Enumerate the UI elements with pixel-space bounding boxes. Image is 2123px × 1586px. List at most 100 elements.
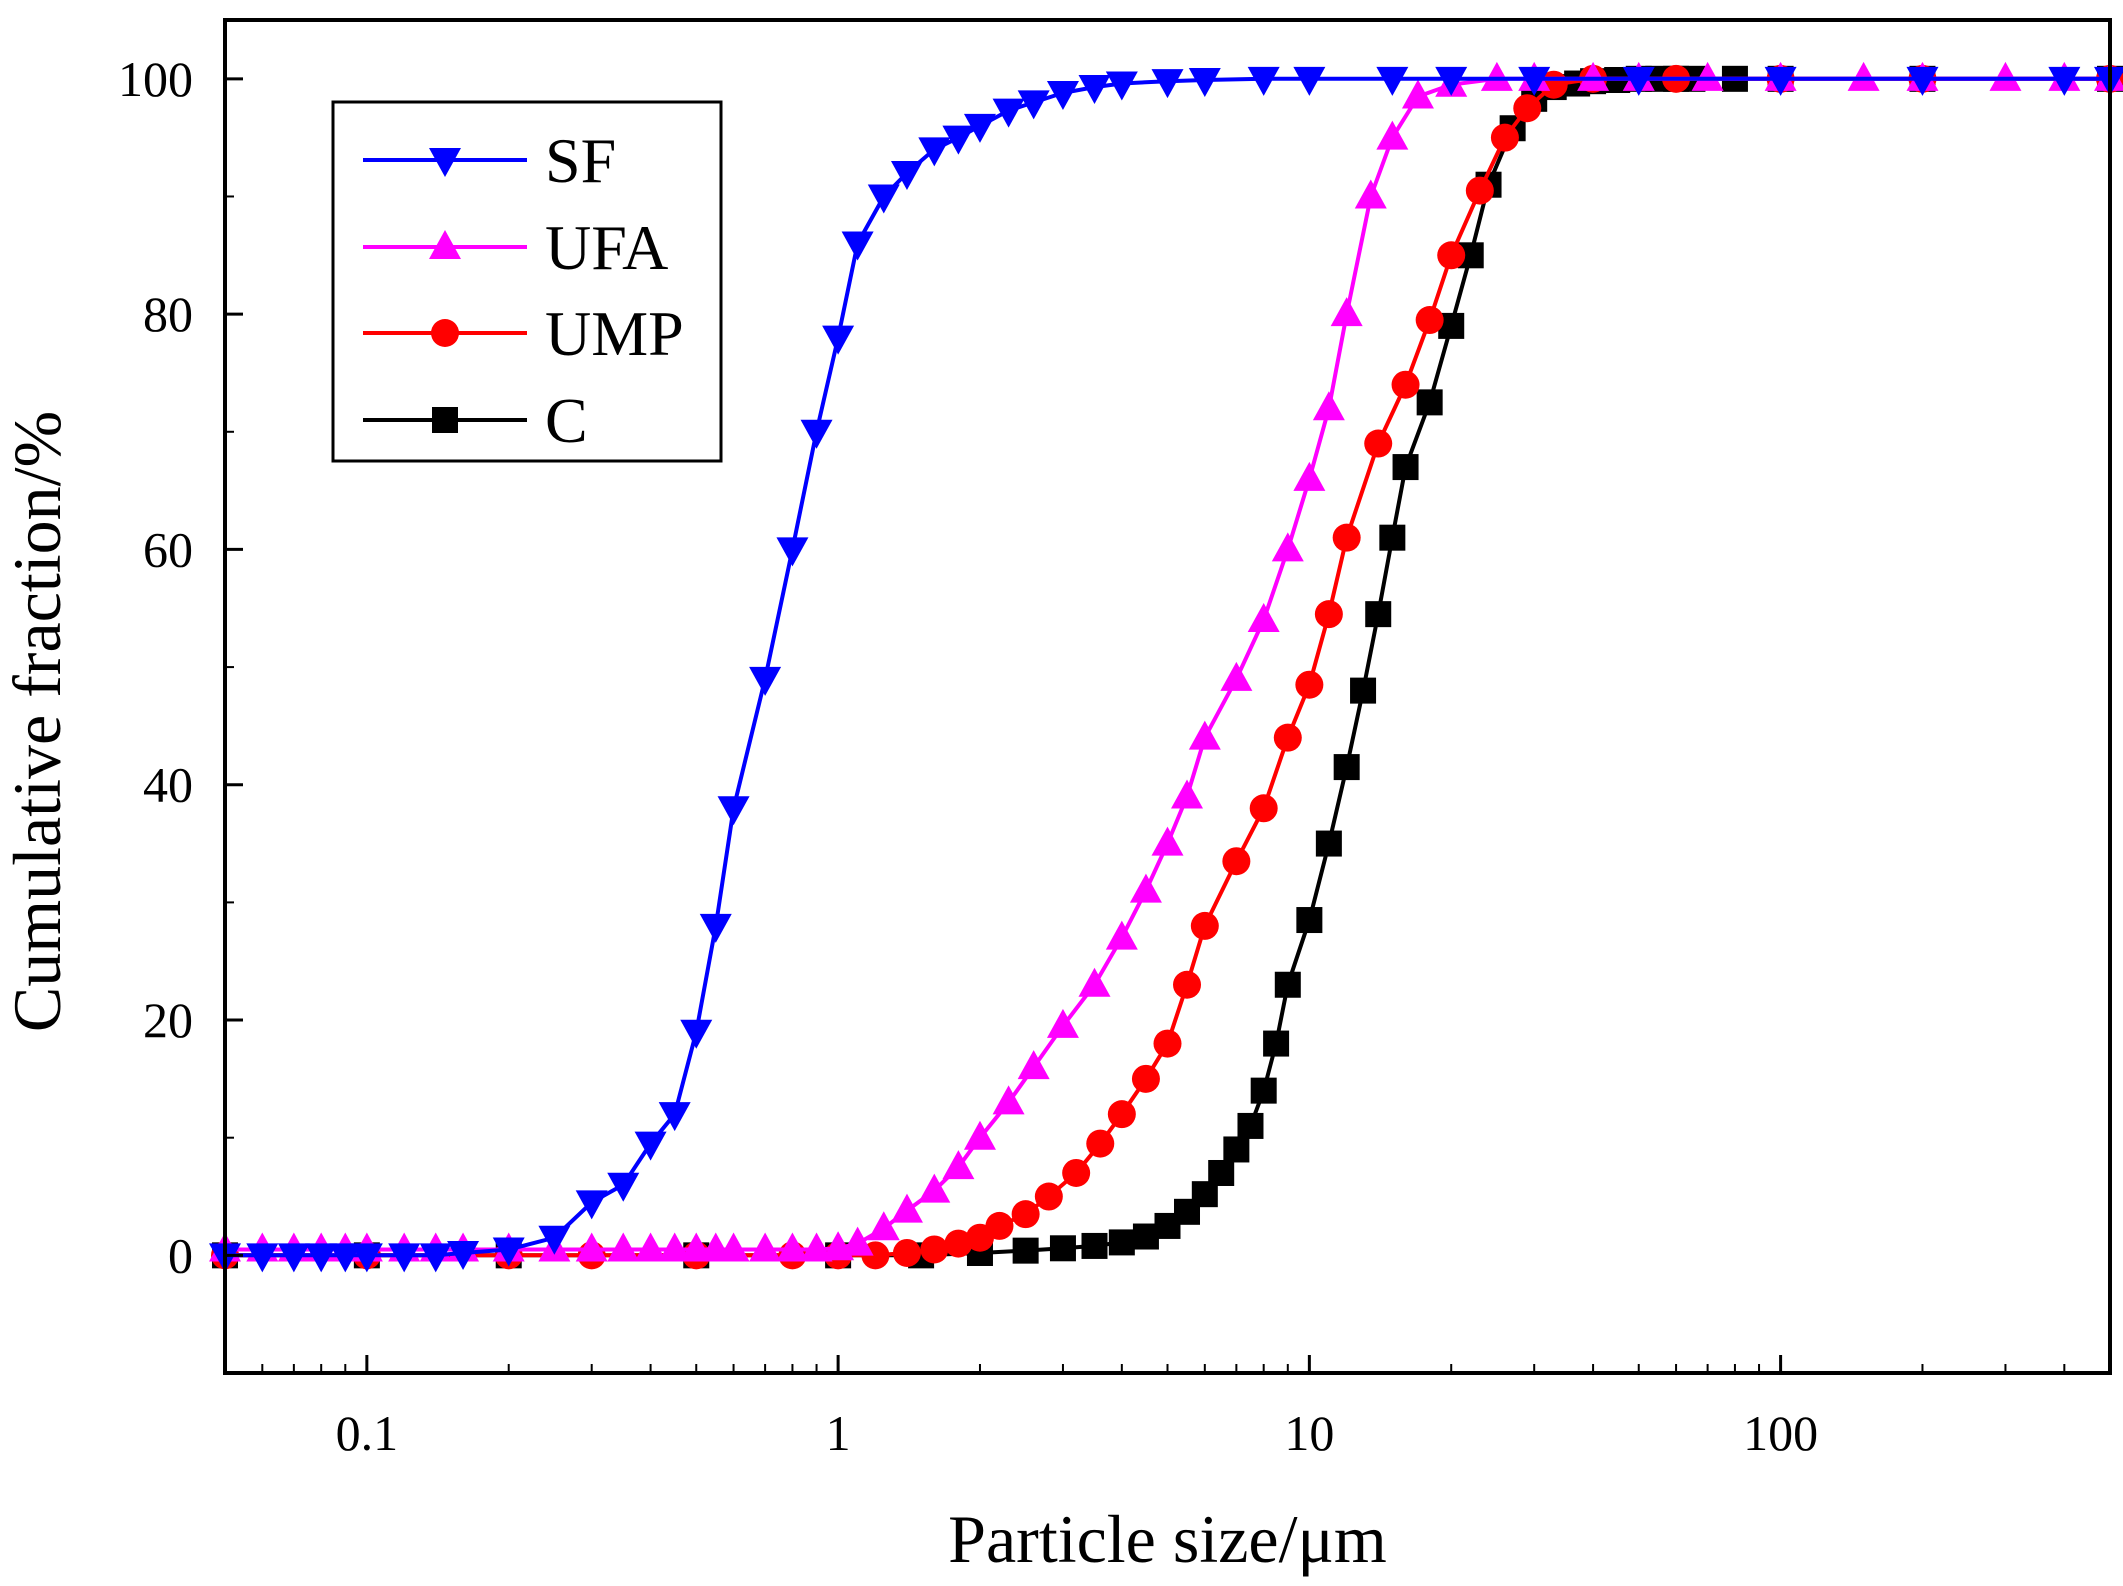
data-point-ump — [1062, 1158, 1091, 1187]
y-tick-label: 0 — [168, 1227, 193, 1283]
data-point-ufa — [1188, 720, 1221, 750]
data-point-sf — [918, 137, 951, 167]
data-point-ump — [1314, 600, 1343, 629]
data-point-sf — [1105, 71, 1138, 101]
data-point-c — [1108, 1229, 1135, 1256]
data-point-sf — [890, 160, 923, 190]
data-point-ump — [1513, 94, 1542, 123]
y-tick-label: 20 — [143, 992, 193, 1048]
data-point-ump — [892, 1238, 921, 1267]
data-point-sf — [1247, 66, 1280, 96]
data-point-ump — [1249, 794, 1278, 823]
data-point-sf — [575, 1190, 608, 1220]
legend-label: UFA — [545, 212, 668, 283]
data-point-ump — [1131, 1064, 1160, 1093]
data-point-sf — [1046, 80, 1079, 110]
data-point-sf — [1518, 66, 1551, 96]
data-point-ufa — [1151, 826, 1184, 856]
data-point-ufa — [841, 1226, 874, 1256]
data-point-sf — [658, 1102, 691, 1132]
legend-label: SF — [545, 125, 616, 196]
data-point-ump — [1011, 1200, 1040, 1229]
legend: SF UFA UMP C — [331, 100, 723, 463]
data-point-c — [1263, 1030, 1290, 1057]
data-point-ufa — [717, 1232, 750, 1262]
data-point-ufa — [963, 1120, 996, 1150]
data-point-sf — [1017, 90, 1050, 120]
data-point-ufa — [607, 1232, 640, 1262]
y-tick-label: 60 — [143, 521, 193, 577]
data-point-ufa — [1220, 661, 1253, 691]
data-point-c — [1081, 1232, 1108, 1259]
data-point-ump — [1295, 670, 1324, 699]
data-point-sf — [800, 419, 833, 449]
data-point-c — [1350, 677, 1377, 704]
data-point-sf — [2048, 66, 2081, 96]
data-point-sf — [419, 1243, 452, 1273]
data-point-ufa — [658, 1232, 691, 1262]
legend-marker-icon — [429, 148, 461, 177]
x-axis-title: Particle size/μm — [948, 1501, 1387, 1577]
data-point-ufa — [1354, 179, 1387, 209]
data-point-ufa — [942, 1150, 975, 1180]
y-tick-label: 80 — [143, 286, 193, 342]
legend-label: C — [545, 385, 588, 456]
y-axis: 0 20 40 60 80 100 — [118, 51, 243, 1374]
data-point-c — [1012, 1237, 1039, 1264]
data-point-sf — [680, 1019, 713, 1049]
data-point-sf — [1078, 75, 1111, 105]
data-point-ufa — [1376, 120, 1409, 150]
data-point-c — [1296, 907, 1323, 934]
data-point-ufa — [1105, 920, 1138, 950]
data-point-sf — [717, 796, 750, 826]
y-tick-label: 40 — [143, 757, 193, 813]
data-point-ufa — [1293, 461, 1326, 491]
data-point-c — [1237, 1112, 1264, 1139]
data-point-sf — [634, 1131, 667, 1161]
data-point-ump — [985, 1211, 1014, 1240]
data-point-sf — [1151, 69, 1184, 99]
data-point-sf — [277, 1243, 310, 1273]
data-point-sf — [1764, 66, 1797, 96]
legend-item-ufa: UFA — [363, 212, 668, 283]
data-point-ufa — [1330, 297, 1363, 327]
data-point-ufa — [575, 1232, 608, 1262]
data-point-ump — [1391, 370, 1420, 399]
data-point-ump — [1190, 911, 1219, 940]
data-point-ump — [1415, 306, 1444, 335]
legend-item-ump: UMP — [363, 298, 684, 369]
data-point-sf — [246, 1243, 279, 1273]
data-point-ufa — [776, 1232, 809, 1262]
data-point-ufa — [1989, 61, 2022, 91]
data-point-ufa — [1577, 61, 1610, 91]
y-axis-title: Cumulative fraction/% — [0, 411, 75, 1032]
data-point-ump — [1437, 241, 1466, 270]
data-point-sf — [447, 1240, 480, 1270]
data-point-ufa — [1312, 391, 1345, 421]
data-point-ump — [944, 1229, 973, 1258]
data-point-c — [1333, 754, 1360, 781]
data-point-ufa — [1129, 873, 1162, 903]
data-point-sf — [1906, 66, 1939, 96]
data-point-ufa — [890, 1193, 923, 1223]
data-point-c — [1250, 1077, 1277, 1104]
data-point-sf — [963, 113, 996, 143]
data-point-ufa — [634, 1232, 667, 1262]
data-point-sf — [607, 1172, 640, 1202]
data-point-c — [1379, 524, 1406, 551]
data-point-sf — [749, 666, 782, 696]
x-tick-label: 1 — [826, 1405, 851, 1461]
data-point-ufa — [800, 1232, 833, 1262]
data-point-sf — [388, 1243, 421, 1273]
data-point-c — [1365, 601, 1392, 628]
legend-marker-icon — [432, 407, 458, 433]
data-point-sf — [1188, 68, 1221, 98]
data-point-sf — [822, 325, 855, 355]
x-tick-label: 0.1 — [336, 1405, 399, 1461]
data-point-ump — [1034, 1182, 1063, 1211]
data-point-ump — [1364, 429, 1393, 458]
data-point-c — [1223, 1136, 1250, 1163]
data-point-c — [1049, 1235, 1076, 1262]
data-point-c — [1392, 454, 1419, 481]
